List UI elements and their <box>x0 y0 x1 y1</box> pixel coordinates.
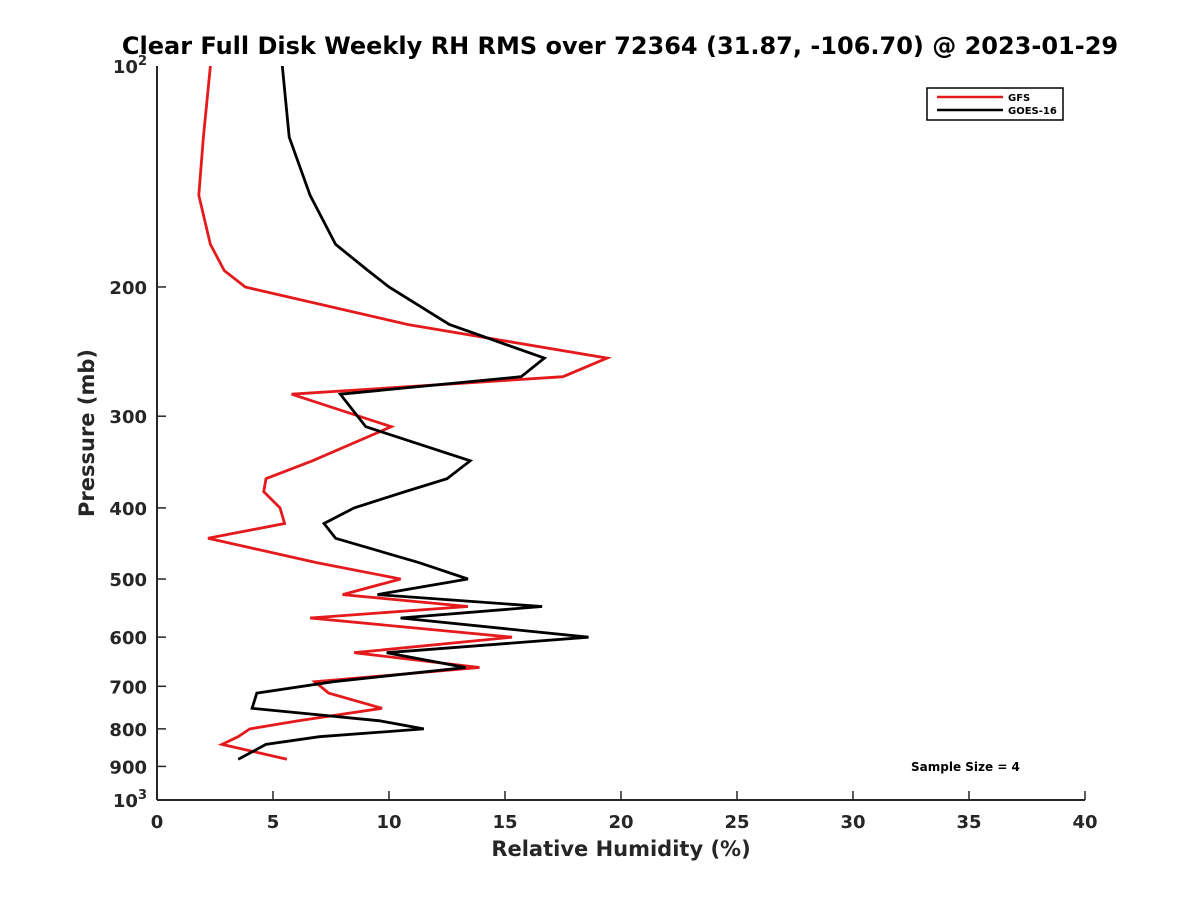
y-tick-label-3: 400 <box>109 499 147 520</box>
plot-area <box>156 66 1085 801</box>
y-tick-label-8: 900 <box>109 757 147 778</box>
sample-size-annotation: Sample Size = 4 <box>911 760 1020 774</box>
y-tick-label-5: 600 <box>109 628 147 649</box>
series-lines <box>197 65 613 761</box>
y-tick-label-0: 102 <box>113 54 147 78</box>
x-tick-label-5: 25 <box>724 812 749 833</box>
y-tick-label-4: 500 <box>109 570 147 591</box>
x-axis-label: Relative Humidity (%) <box>491 837 750 861</box>
chart-legend: GFS GOES-16 <box>926 87 1064 121</box>
legend-label-goes16: GOES-16 <box>1008 106 1057 117</box>
legend-box <box>926 87 1064 121</box>
legend-label-gfs: GFS <box>1008 93 1030 104</box>
x-axis-ticks: 0 5 10 15 20 25 30 35 40 <box>151 791 1098 833</box>
y-axis-label: Pressure (mb) <box>75 349 99 517</box>
series-line-goes-16 <box>237 65 589 761</box>
x-tick-label-1: 5 <box>267 812 280 833</box>
x-tick-label-7: 35 <box>956 812 981 833</box>
x-tick-label-2: 10 <box>376 812 401 833</box>
y-tick-label-6: 700 <box>109 677 147 698</box>
y-tick-label-9: 103 <box>113 788 147 812</box>
x-tick-label-3: 15 <box>492 812 517 833</box>
x-tick-label-4: 20 <box>608 812 633 833</box>
x-tick-label-8: 40 <box>1072 812 1097 833</box>
y-axis-ticks: 102 200 300 400 500 600 700 800 900 103 <box>109 54 166 812</box>
series-line-gfs <box>197 65 613 761</box>
chart-title: Clear Full Disk Weekly RH RMS over 72364… <box>122 32 1118 60</box>
y-tick-label-7: 800 <box>109 720 147 741</box>
x-tick-label-6: 30 <box>840 812 865 833</box>
x-tick-label-0: 0 <box>151 812 164 833</box>
y-tick-label-1: 200 <box>109 278 147 299</box>
y-tick-label-2: 300 <box>109 407 147 428</box>
